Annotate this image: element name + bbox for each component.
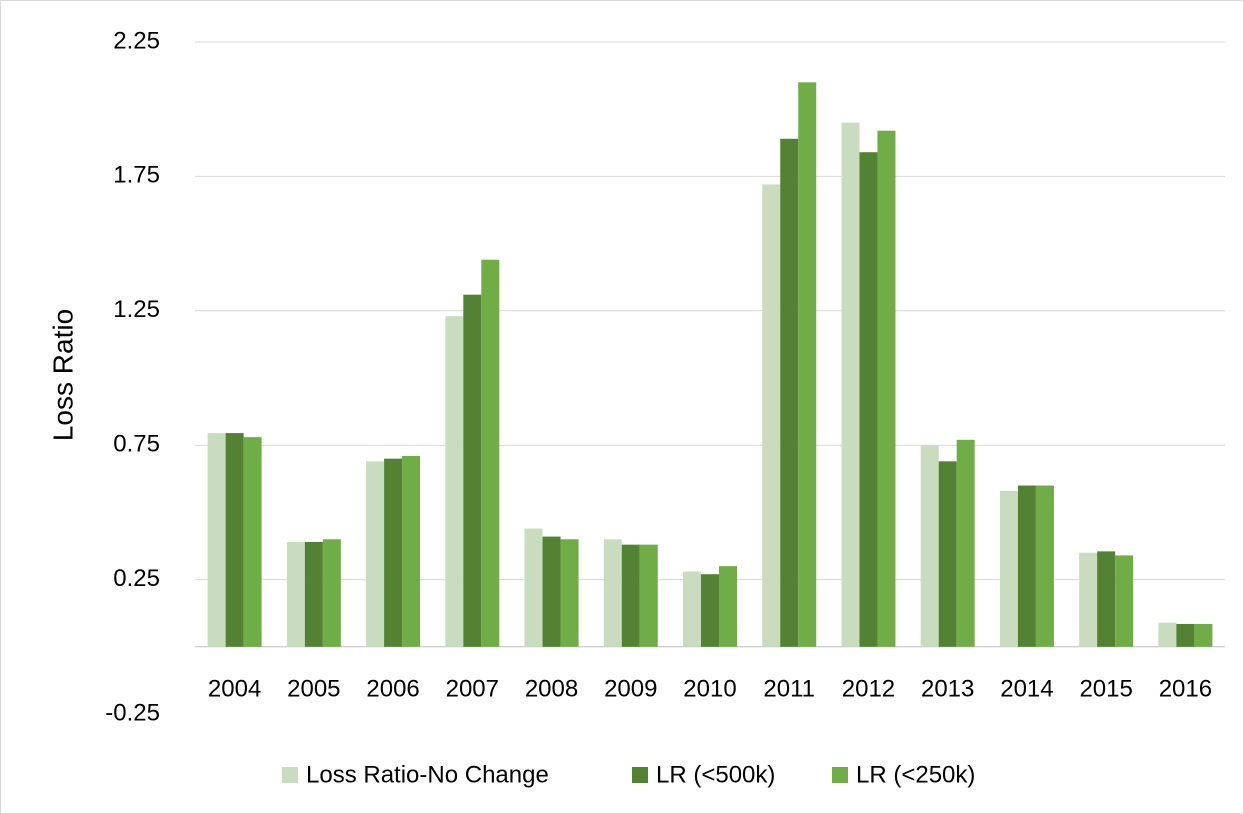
bar <box>798 82 817 647</box>
y-tick-label: 1.25 <box>113 296 160 323</box>
x-tick-label: 2016 <box>1159 675 1212 702</box>
bar <box>1079 552 1098 647</box>
bar <box>207 433 226 647</box>
bar <box>603 539 622 647</box>
bar <box>560 539 579 647</box>
legend-swatch <box>632 767 648 783</box>
bar <box>1097 551 1116 647</box>
bar <box>445 316 464 647</box>
bar <box>286 541 305 647</box>
bar <box>322 539 341 647</box>
bar <box>1176 623 1195 647</box>
bar <box>243 437 262 647</box>
bar <box>542 536 561 647</box>
y-tick-label: -0.25 <box>105 699 160 726</box>
y-tick-label: 0.25 <box>113 565 160 592</box>
x-tick-label: 2013 <box>921 675 974 702</box>
bar <box>481 259 500 647</box>
bar <box>402 455 421 647</box>
bar <box>841 122 860 647</box>
y-tick-label: 1.75 <box>113 162 160 189</box>
bar <box>639 544 658 647</box>
x-tick-label: 2006 <box>366 675 419 702</box>
legend-swatch <box>282 767 298 783</box>
legend-label: LR (<500k) <box>656 761 775 788</box>
y-tick-label: 2.25 <box>113 27 160 54</box>
bar <box>524 528 543 647</box>
bar <box>1115 555 1134 647</box>
bar <box>384 458 403 647</box>
bar <box>366 461 385 647</box>
bar <box>1017 485 1036 647</box>
bar <box>956 439 975 647</box>
x-tick-label: 2010 <box>683 675 736 702</box>
y-axis-label: Loss Ratio <box>47 309 78 441</box>
y-tick-label: 0.75 <box>113 431 160 458</box>
bar <box>999 490 1018 647</box>
bar <box>762 184 781 647</box>
x-tick-label: 2007 <box>446 675 499 702</box>
legend-label: Loss Ratio-No Change <box>306 761 549 788</box>
bar <box>938 461 957 647</box>
x-tick-label: 2008 <box>525 675 578 702</box>
x-tick-label: 2011 <box>763 675 815 702</box>
bar <box>859 152 878 647</box>
x-tick-label: 2015 <box>1079 675 1132 702</box>
bar <box>877 130 896 647</box>
bar <box>621 544 640 647</box>
bar <box>463 294 482 647</box>
x-tick-label: 2005 <box>287 675 340 702</box>
x-tick-label: 2012 <box>842 675 895 702</box>
x-tick-label: 2014 <box>1000 675 1053 702</box>
x-tick-label: 2004 <box>208 675 261 702</box>
bar <box>701 574 719 647</box>
legend-label: LR (<250k) <box>856 761 975 788</box>
bar <box>1035 485 1054 647</box>
x-tick-label: 2009 <box>604 675 657 702</box>
bar <box>1158 622 1177 647</box>
legend-swatch <box>832 767 848 783</box>
bar <box>225 433 244 647</box>
bar <box>683 571 701 647</box>
bar <box>719 566 737 647</box>
bar <box>920 445 939 647</box>
bar <box>304 541 323 647</box>
bar <box>780 138 799 647</box>
bar <box>1194 623 1213 647</box>
